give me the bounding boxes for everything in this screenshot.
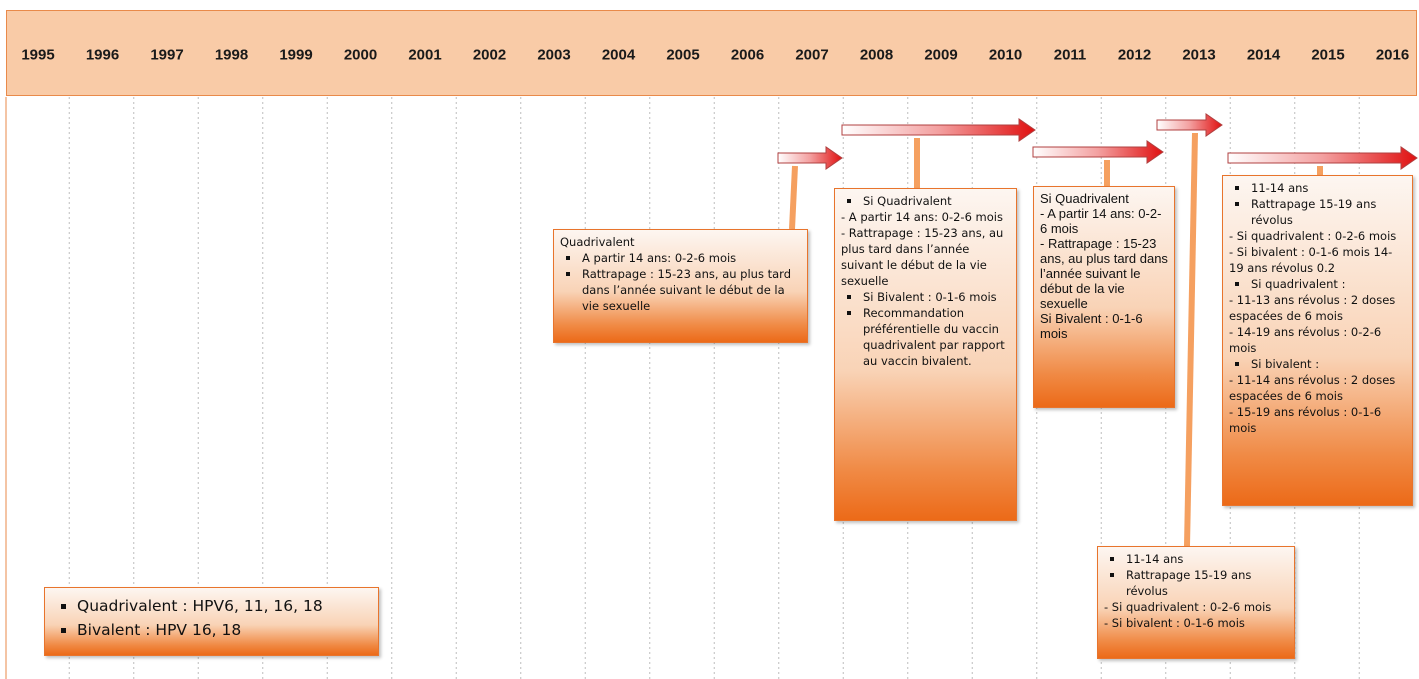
bullet-item: Si Bivalent : 0-1-6 mois bbox=[841, 289, 1010, 305]
text-line: Si Quadrivalent bbox=[1040, 191, 1129, 206]
year-label: 2009 bbox=[924, 46, 958, 64]
year-label: 2000 bbox=[343, 46, 378, 64]
bullet-item: Si bivalent : bbox=[1229, 356, 1406, 372]
year-label: 2015 bbox=[1311, 46, 1345, 64]
text-line: - Rattrapage : 15-23 ans, au plus tard d… bbox=[1040, 236, 1168, 311]
year-label: 2010 bbox=[988, 46, 1023, 64]
text-line: - 11-14 ans révolus : 2 doses espacées d… bbox=[1229, 373, 1396, 403]
text-line: Si Bivalent : 0-1-6 mois bbox=[1040, 311, 1143, 341]
year-label: 2005 bbox=[666, 46, 700, 64]
text-line: - Si bivalent : 0-1-6 mois bbox=[1104, 616, 1245, 630]
text-line: Quadrivalent bbox=[560, 235, 635, 249]
year-label: 2002 bbox=[472, 46, 507, 64]
year-label: 2008 bbox=[859, 46, 894, 64]
arrow bbox=[1032, 140, 1164, 164]
year-label: 2012 bbox=[1117, 46, 1152, 64]
year-label: 1995 bbox=[21, 46, 55, 64]
arrow bbox=[1227, 146, 1418, 170]
arrow bbox=[1156, 113, 1223, 137]
year-label: 2013 bbox=[1182, 46, 1216, 64]
bullet-item: Quadrivalent : HPV6, 11, 16, 18 bbox=[55, 594, 368, 618]
year-label: 2003 bbox=[537, 46, 571, 64]
text-line: - Si quadrivalent : 0-2-6 mois bbox=[1229, 229, 1397, 243]
bullet-item: Rattrapage 15-19 ans révolus bbox=[1104, 567, 1288, 599]
text-box: Quadrivalent A partir 14 ans: 0-2-6 mois R… bbox=[553, 229, 808, 343]
bullet-item: Bivalent : HPV 16, 18 bbox=[55, 618, 368, 642]
year-label: 1998 bbox=[214, 46, 249, 64]
text-line: - A partir 14 ans: 0-2-6 mois bbox=[1040, 206, 1162, 236]
text-box: 11-14 ans Rattrapage 15-19 ans révolus - S… bbox=[1222, 175, 1413, 506]
text-line: - 14-19 ans révolus : 0-2-6 mois bbox=[1229, 325, 1382, 355]
year-label: 2006 bbox=[730, 46, 765, 64]
text-box: 11-14 ans Rattrapage 15-19 ans révolus - S… bbox=[1097, 546, 1295, 659]
text-line: - Si quadrivalent : 0-2-6 mois bbox=[1104, 600, 1272, 614]
text-line: - A partir 14 ans: 0-2-6 mois bbox=[841, 210, 1003, 224]
year-label: 1999 bbox=[279, 46, 313, 64]
year-header: 1995 1996 1997 1998 1999 2000 2001 2002 2003 2004… bbox=[6, 10, 1417, 96]
connector bbox=[1184, 132, 1198, 547]
text-box: Quadrivalent : HPV6, 11, 16, 18 Bivalent … bbox=[44, 587, 379, 656]
bullet-item: Recommandation préférentielle du vaccin … bbox=[841, 305, 1010, 369]
year-label: 2007 bbox=[795, 46, 829, 64]
text-line: - 11-13 ans révolus : 2 doses espacées d… bbox=[1229, 293, 1396, 323]
year-label: 1997 bbox=[150, 46, 184, 64]
year-label: 2016 bbox=[1375, 46, 1410, 64]
arrow bbox=[841, 118, 1036, 142]
connector bbox=[789, 165, 798, 230]
bullet-item: 11-14 ans bbox=[1104, 551, 1288, 567]
year-label: 2014 bbox=[1246, 46, 1281, 64]
bullet-item: Si quadrivalent : bbox=[1229, 276, 1406, 292]
bullet-item: Rattrapage 15-19 ans révolus bbox=[1229, 196, 1406, 228]
bullet-item: 11-14 ans bbox=[1229, 180, 1406, 196]
bullet-item: A partir 14 ans: 0-2-6 mois bbox=[560, 250, 801, 266]
year-label: 2004 bbox=[601, 46, 636, 64]
text-box: Si Quadrivalent - A partir 14 ans: 0-2-6 … bbox=[834, 188, 1017, 521]
arrow bbox=[777, 146, 843, 170]
year-label: 1996 bbox=[85, 46, 120, 64]
year-label: 2001 bbox=[408, 46, 442, 64]
text-line: - 15-19 ans révolus : 0-1-6 mois bbox=[1229, 405, 1382, 435]
year-label: 2011 bbox=[1053, 46, 1087, 64]
bullet-item: Rattrapage : 15-23 ans, au plus tard dan… bbox=[560, 266, 801, 314]
text-line: - Si bivalent : 0-1-6 mois 14-19 ans rév… bbox=[1229, 245, 1393, 275]
text-box: Si Quadrivalent - A partir 14 ans: 0-2-6 … bbox=[1033, 186, 1175, 408]
bullet-item: Si Quadrivalent bbox=[841, 193, 1010, 209]
text-line: - Rattrapage : 15-23 ans, au plus tard d… bbox=[841, 226, 1004, 288]
